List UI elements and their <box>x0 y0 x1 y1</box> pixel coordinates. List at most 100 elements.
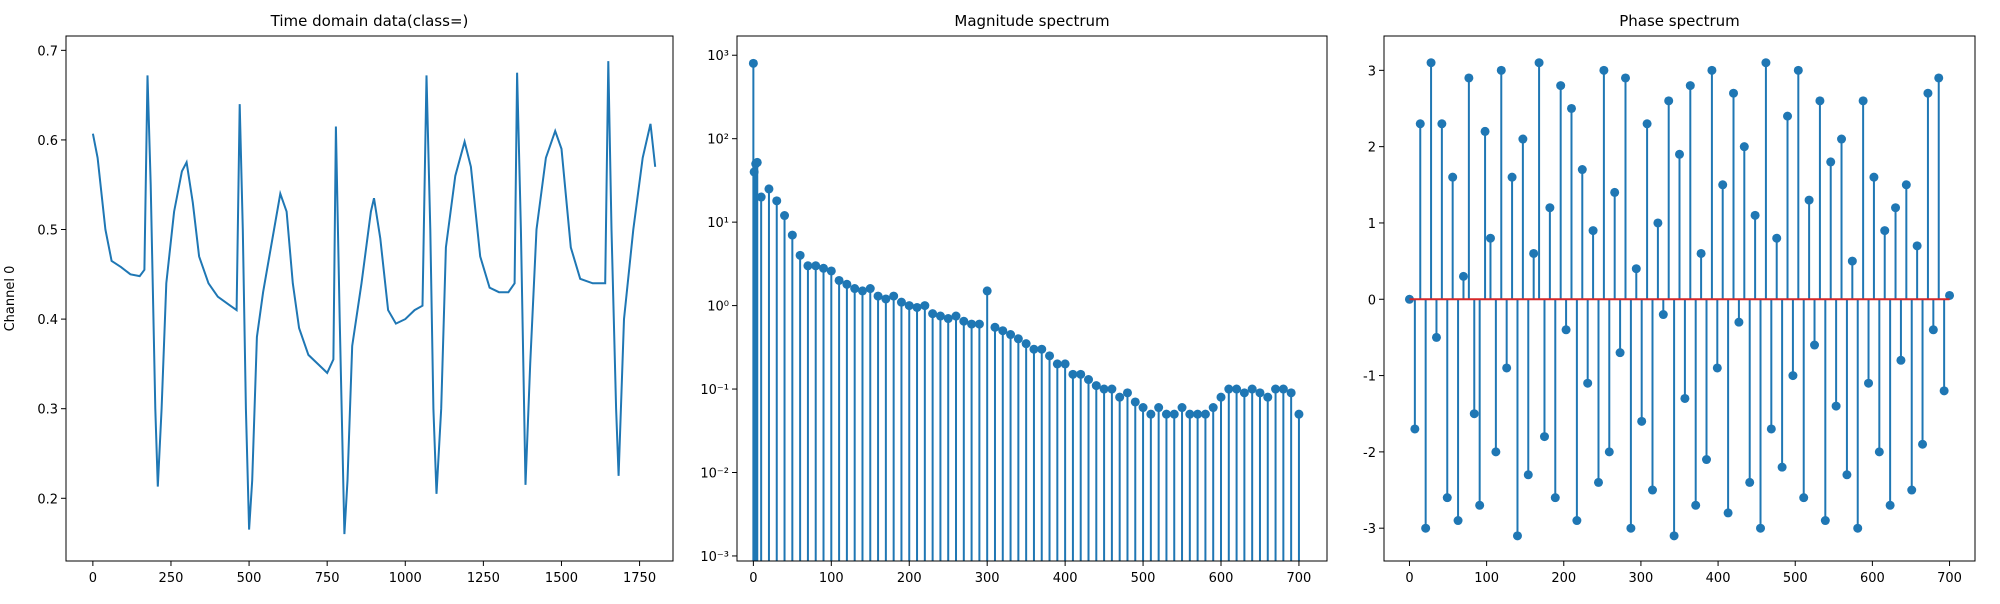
stem-marker <box>1864 378 1874 388</box>
stem-marker <box>1566 103 1576 113</box>
stem-marker <box>1232 384 1242 394</box>
stem-marker <box>1130 397 1140 407</box>
x-tick-label: 400 <box>1706 571 1731 586</box>
stem-marker <box>1793 65 1803 75</box>
x-tick-label: 500 <box>1783 571 1808 586</box>
stem-marker <box>967 319 977 329</box>
stem-marker <box>803 261 813 271</box>
stem-marker <box>865 284 875 294</box>
x-tick-label: 1000 <box>389 571 422 586</box>
stem-marker <box>1756 523 1766 533</box>
stem-marker <box>1426 58 1436 68</box>
stem-marker <box>1918 439 1928 449</box>
stem-marker <box>1631 264 1641 274</box>
stem-marker <box>1593 477 1603 487</box>
stem-marker <box>1577 165 1587 175</box>
stem-marker <box>1052 359 1062 369</box>
stem-marker <box>1561 325 1571 335</box>
y-tick-label: 0.5 <box>37 224 58 239</box>
stem-marker <box>1572 516 1582 526</box>
y-tick-label: 0.6 <box>37 134 58 149</box>
stem-marker <box>1029 344 1039 354</box>
y-tick-label: 10⁻² <box>700 466 729 481</box>
axes-frame <box>736 35 1328 562</box>
y-tick-label: 0.4 <box>37 313 58 328</box>
x-tick-label: 300 <box>975 571 1000 586</box>
stem-marker <box>998 326 1008 336</box>
stem-marker <box>1271 384 1281 394</box>
stem-marker <box>795 250 805 260</box>
stem-marker <box>1810 340 1820 350</box>
stem-marker <box>912 302 922 312</box>
stem-marker <box>1216 392 1226 402</box>
stem-marker <box>1647 485 1657 495</box>
stem-marker <box>1923 88 1933 98</box>
y-tick-label: 0.2 <box>37 492 58 507</box>
stem-marker <box>1045 351 1055 361</box>
stem-marker <box>928 309 938 319</box>
stem-marker <box>1161 409 1171 419</box>
stem-marker <box>1421 523 1431 533</box>
stem-marker <box>990 322 1000 332</box>
y-tick-label: 3 <box>1368 64 1376 79</box>
stem-marker <box>811 261 821 271</box>
stem-marker <box>889 291 899 301</box>
stem-marker <box>1696 248 1706 258</box>
stem-marker <box>1772 233 1782 243</box>
x-tick-label: 300 <box>1629 571 1654 586</box>
stem-marker <box>1534 58 1544 68</box>
stem-marker <box>1437 119 1447 129</box>
stem-marker <box>1799 493 1809 503</box>
stem-marker <box>1550 493 1560 503</box>
y-tick-label: 0.7 <box>37 44 58 59</box>
stem-marker <box>1669 531 1679 541</box>
stem-marker <box>764 184 774 194</box>
stem-marker <box>1885 500 1895 510</box>
stem-marker <box>748 58 758 68</box>
stem-marker <box>974 319 984 329</box>
stem-marker <box>943 314 953 324</box>
stem-marker <box>1458 271 1468 281</box>
stem-marker <box>873 291 883 301</box>
y-tick-label: -3 <box>1363 522 1376 537</box>
stem-marker <box>1431 332 1441 342</box>
stem-marker <box>1006 330 1016 340</box>
y-tick-label: 10⁻¹ <box>700 383 729 398</box>
stem-marker <box>1642 119 1652 129</box>
stem-marker <box>1685 81 1695 91</box>
stem-marker <box>1842 470 1852 480</box>
stem-marker <box>1122 388 1132 398</box>
stem-marker <box>1615 348 1625 358</box>
stem-marker <box>1934 73 1944 83</box>
axes-frame <box>1383 35 1976 562</box>
stem-marker <box>1896 355 1906 365</box>
stem-marker <box>1734 317 1744 327</box>
stem-marker <box>1745 477 1755 487</box>
stem-marker <box>1037 344 1047 354</box>
stem-marker <box>1912 241 1922 251</box>
y-axis-label: Channel 0 <box>3 266 18 332</box>
stem-marker <box>1545 203 1555 213</box>
x-tick-label: 0 <box>749 571 757 586</box>
stem-marker <box>850 284 860 294</box>
stem-marker <box>1507 172 1517 182</box>
stem-marker <box>1193 409 1203 419</box>
stem-marker <box>1820 516 1830 526</box>
x-tick-label: 200 <box>897 571 922 586</box>
stem-marker <box>1169 409 1179 419</box>
stem-marker <box>1891 203 1901 213</box>
stem-marker <box>834 275 844 285</box>
stem-marker <box>920 301 930 311</box>
stem-marker <box>819 263 829 273</box>
stem-marker <box>1255 388 1265 398</box>
stem-marker <box>1702 455 1712 465</box>
stem-marker <box>1815 96 1825 106</box>
stem-marker <box>752 157 762 167</box>
x-tick-label: 750 <box>315 571 340 586</box>
stem-marker <box>1604 447 1614 457</box>
stem-marker <box>1783 111 1793 121</box>
stem-marker <box>1448 172 1458 182</box>
stem-marker <box>1777 462 1787 472</box>
stem-marker <box>1263 392 1273 402</box>
y-tick-label: 0.3 <box>37 403 58 418</box>
